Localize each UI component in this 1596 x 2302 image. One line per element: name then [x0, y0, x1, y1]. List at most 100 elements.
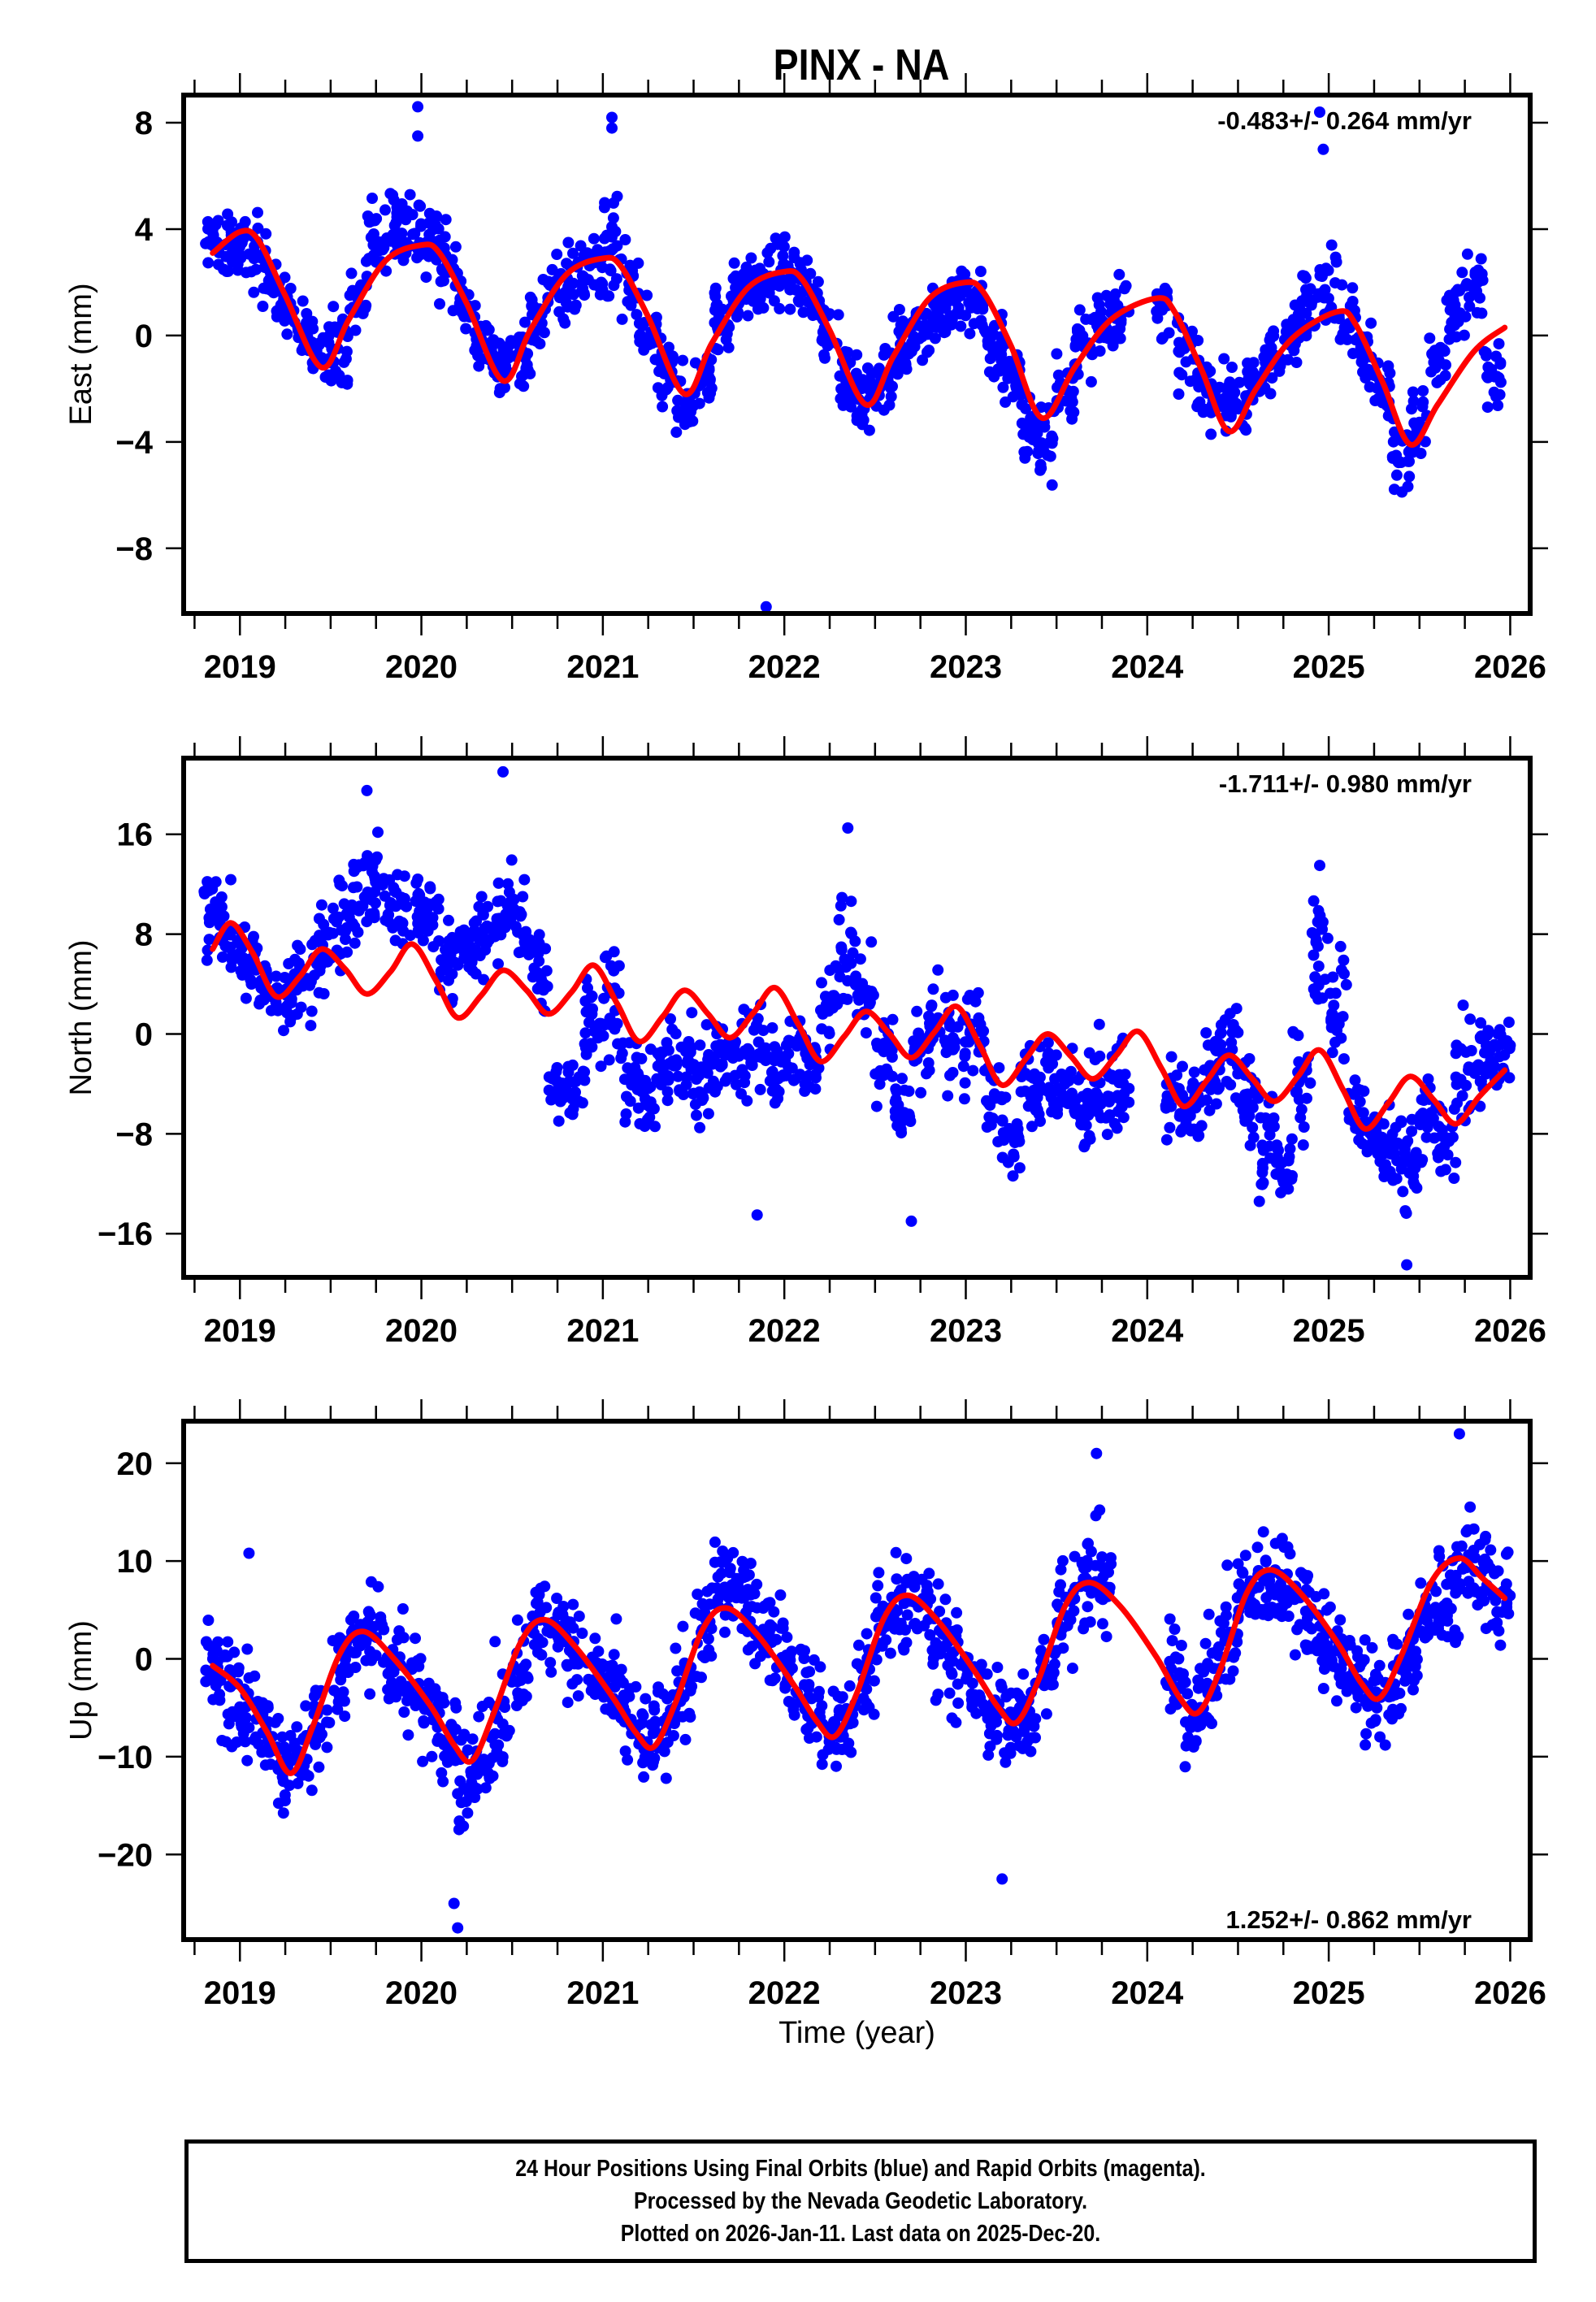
data-point — [943, 1017, 956, 1029]
data-point — [1017, 1742, 1029, 1754]
data-point — [1295, 1112, 1307, 1124]
data-point — [619, 1116, 631, 1128]
data-point — [706, 1582, 718, 1594]
data-point — [306, 1784, 318, 1797]
data-point — [328, 369, 340, 380]
data-point — [387, 921, 399, 934]
data-point — [870, 1592, 882, 1604]
data-point — [616, 313, 628, 325]
data-point — [1435, 1165, 1447, 1177]
data-point — [420, 271, 432, 284]
data-point — [816, 977, 827, 989]
x-tick-label: 2023 — [930, 1975, 1002, 2011]
data-point — [276, 1731, 288, 1743]
data-point — [315, 899, 327, 911]
data-point — [847, 1717, 859, 1728]
data-point — [970, 1707, 982, 1719]
data-point — [1069, 1095, 1082, 1107]
data-point — [479, 1782, 492, 1794]
data-point — [670, 1060, 683, 1072]
data-point — [382, 1684, 394, 1696]
data-point — [536, 1637, 549, 1649]
data-point — [585, 991, 597, 1004]
data-point — [834, 1704, 846, 1716]
data-point — [427, 941, 440, 953]
data-point — [315, 352, 327, 364]
data-point — [350, 1646, 362, 1658]
data-point — [1461, 278, 1472, 290]
data-point — [1123, 1096, 1135, 1108]
data-point — [1120, 280, 1132, 292]
data-point — [965, 301, 978, 314]
data-point — [1052, 369, 1065, 381]
data-point — [597, 1030, 609, 1042]
data-point — [437, 275, 449, 287]
data-point — [1411, 1670, 1423, 1682]
data-point — [1065, 1065, 1077, 1077]
data-point — [601, 950, 613, 962]
data-point — [297, 980, 309, 992]
data-point — [857, 978, 869, 990]
data-point — [349, 937, 361, 949]
data-point — [1455, 1043, 1467, 1055]
data-point — [777, 1623, 789, 1634]
data-point — [1379, 1739, 1391, 1751]
data-point — [502, 347, 514, 359]
data-point — [974, 266, 987, 277]
data-point — [453, 1815, 466, 1827]
data-point — [582, 982, 593, 994]
data-point — [1424, 332, 1436, 345]
data-point — [894, 1624, 906, 1636]
data-point — [212, 215, 224, 227]
data-point — [1113, 268, 1125, 280]
data-point — [1441, 1578, 1453, 1590]
data-point — [1326, 1047, 1338, 1059]
data-point — [1215, 1027, 1227, 1038]
x-tick-label: 2026 — [1474, 1313, 1546, 1349]
data-point — [1390, 469, 1403, 481]
data-point — [778, 231, 791, 243]
data-point — [1180, 1118, 1192, 1129]
data-point — [641, 289, 653, 301]
data-point — [1160, 1134, 1173, 1146]
data-point — [640, 1078, 653, 1090]
data-point — [359, 301, 371, 314]
data-point — [483, 323, 495, 336]
data-point — [532, 968, 544, 980]
data-point — [871, 1038, 883, 1049]
data-point — [1043, 1047, 1055, 1060]
data-point — [865, 936, 878, 948]
data-point — [1308, 983, 1320, 995]
data-point — [521, 1671, 533, 1683]
data-point — [884, 1647, 896, 1659]
data-point — [798, 1679, 810, 1691]
data-point — [1251, 1541, 1264, 1554]
data-point — [996, 1115, 1008, 1127]
data-point — [1276, 1611, 1288, 1623]
data-point — [816, 1758, 828, 1771]
data-point — [236, 1710, 248, 1722]
data-point — [1464, 300, 1476, 312]
data-point — [364, 908, 376, 920]
data-point — [1178, 342, 1190, 354]
data-point — [736, 1555, 748, 1567]
data-point — [1277, 1177, 1290, 1189]
data-point — [241, 1643, 254, 1655]
data-point — [221, 219, 233, 232]
data-point — [1220, 1601, 1232, 1613]
y-tick-label: 16 — [117, 817, 154, 853]
data-point — [291, 1721, 303, 1733]
data-point — [1324, 1601, 1336, 1613]
data-point — [1002, 1156, 1014, 1168]
data-point — [325, 325, 337, 337]
data-point — [1377, 1118, 1390, 1130]
data-point — [1384, 1165, 1396, 1177]
data-point — [307, 323, 319, 335]
x-axis-label: Time (year) — [778, 2016, 935, 2050]
data-point — [559, 317, 571, 329]
x-tick-label: 2025 — [1293, 1313, 1365, 1349]
data-point — [239, 1736, 251, 1748]
data-point — [836, 1744, 848, 1755]
data-point — [470, 944, 482, 956]
data-point — [531, 1598, 542, 1610]
